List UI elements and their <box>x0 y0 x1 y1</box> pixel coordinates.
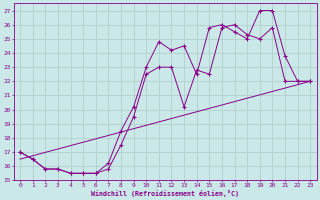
X-axis label: Windchill (Refroidissement éolien,°C): Windchill (Refroidissement éolien,°C) <box>91 190 239 197</box>
